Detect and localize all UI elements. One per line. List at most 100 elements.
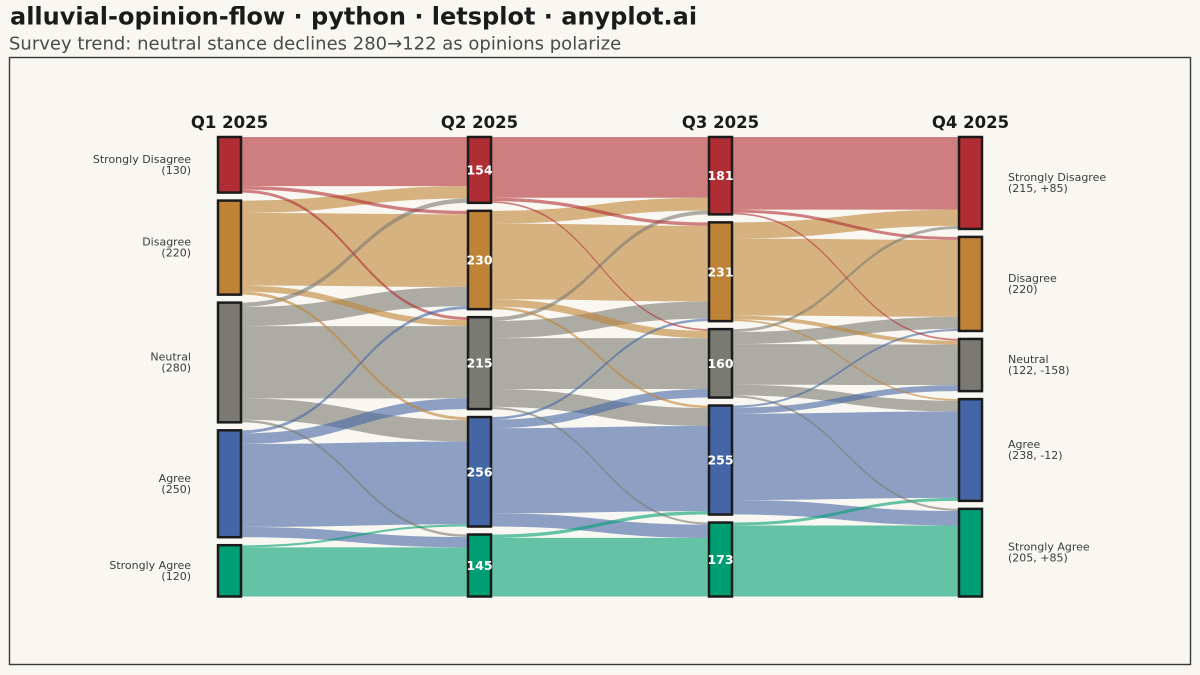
flow-q1-2025-strongly-disagree-to-q2-2025-disagree — [240, 186, 469, 215]
value-label-q2-2025-strongly-disagree: 154 — [466, 162, 492, 177]
flow-q2-2025-strongly-disagree-to-q3-2025-neutral — [490, 201, 710, 331]
label-q4-2025-strongly-disagree-name: Strongly Disagree — [1008, 171, 1106, 184]
flow-q2-2025-agree-to-q3-2025-disagree — [490, 318, 710, 420]
node-q4-2025-strongly-disagree — [957, 135, 984, 231]
flow-q2-2025-disagree-to-q3-2025-agree — [490, 306, 710, 409]
label-q4-2025-strongly-agree-name: Strongly Agree — [1008, 541, 1090, 554]
value-label-q3-2025-strongly-disagree: 181 — [707, 168, 733, 183]
flow-q3-2025-agree-to-q4-2025-agree — [731, 411, 960, 501]
flow-q2-2025-agree-to-q3-2025-neutral — [490, 388, 710, 429]
node-labels: Strongly Disagree(130)Disagree(220)Neutr… — [93, 153, 1106, 583]
flow-q2-2025-neutral-to-q3-2025-neutral — [490, 338, 710, 389]
flow-q3-2025-strongly-agree-to-q4-2025-agree — [731, 497, 960, 526]
label-q1-2025-neutral-count: (280) — [161, 361, 191, 374]
value-label-q2-2025-disagree: 230 — [466, 252, 492, 267]
flow-q2-2025-strongly-disagree-to-q3-2025-disagree — [490, 197, 710, 226]
flow-q1-2025-disagree-to-q2-2025-disagree — [240, 212, 469, 287]
label-q1-2025-disagree-name: Disagree — [142, 236, 191, 249]
label-q4-2025-disagree-name: Disagree — [1008, 272, 1057, 285]
node-q1-2025-agree — [216, 429, 243, 539]
node-q3-2025-disagree — [707, 221, 734, 323]
node-q2-2025-agree — [466, 415, 493, 528]
node-q3-2025-neutral — [707, 327, 734, 399]
chart-title: alluvial-opinion-flow · python · letsplo… — [10, 3, 697, 31]
flow-q2-2025-strongly-agree-to-q3-2025-strongly-agree — [490, 537, 710, 597]
value-label-q3-2025-agree: 255 — [707, 453, 733, 468]
flow-q1-2025-strongly-agree-to-q2-2025-agree — [240, 524, 469, 548]
label-q1-2025-agree-name: Agree — [159, 472, 192, 485]
label-q4-2025-strongly-disagree-count: (215, +85) — [1008, 182, 1068, 195]
flow-ribbons — [240, 137, 960, 597]
label-q1-2025-strongly-agree-count: (120) — [161, 570, 191, 583]
node-q1-2025-strongly-disagree — [216, 135, 243, 194]
value-label-q2-2025-neutral: 215 — [466, 356, 492, 371]
stage-header-q3-2025: Q3 2025 — [682, 113, 759, 132]
node-q1-2025-neutral — [216, 301, 243, 424]
stage-headers: Q1 2025 Q2 2025 Q3 2025 Q4 2025 — [191, 113, 1009, 132]
flow-q3-2025-strongly-agree-to-q4-2025-strongly-agree — [731, 525, 960, 597]
label-q4-2025-neutral-name: Neutral — [1008, 353, 1049, 366]
node-q4-2025-agree — [957, 397, 984, 503]
flow-q2-2025-strongly-agree-to-q3-2025-agree — [490, 511, 710, 538]
flow-q2-2025-strongly-disagree-to-q3-2025-strongly-disagree — [490, 137, 710, 198]
flow-q1-2025-strongly-disagree-to-q2-2025-strongly-disagree — [240, 137, 469, 187]
flow-q1-2025-neutral-to-q2-2025-strongly-disagree — [240, 198, 469, 307]
node-q2-2025-strongly-agree — [466, 533, 493, 598]
node-q1-2025-strongly-agree — [216, 543, 243, 598]
flow-q1-2025-agree-to-q2-2025-strongly-agree — [240, 526, 469, 548]
flow-q1-2025-disagree-to-q2-2025-neutral — [240, 285, 469, 327]
flow-q3-2025-disagree-to-q4-2025-agree — [731, 319, 960, 401]
label-q1-2025-strongly-disagree-name: Strongly Disagree — [93, 153, 191, 166]
flow-q3-2025-strongly-disagree-to-q4-2025-strongly-disagree — [731, 137, 960, 210]
stage-header-q2-2025: Q2 2025 — [441, 113, 518, 132]
label-q4-2025-agree-count: (238, -12) — [1008, 449, 1063, 462]
flow-q1-2025-neutral-to-q2-2025-neutral — [240, 326, 469, 399]
label-q4-2025-disagree-count: (220) — [1008, 283, 1038, 296]
flow-q2-2025-neutral-to-q3-2025-strongly-agree — [490, 406, 710, 525]
flow-q1-2025-agree-to-q2-2025-agree — [240, 441, 469, 527]
flow-q2-2025-disagree-to-q3-2025-disagree — [490, 223, 710, 302]
flow-q1-2025-strongly-disagree-to-q2-2025-neutral — [240, 189, 469, 321]
flow-q3-2025-neutral-to-q4-2025-strongly-agree — [731, 395, 960, 511]
node-q4-2025-disagree — [957, 235, 984, 333]
node-q2-2025-neutral — [466, 315, 493, 411]
flow-q3-2025-agree-to-q4-2025-disagree — [731, 328, 960, 408]
plot-panel — [8, 56, 1192, 666]
flow-q3-2025-strongly-disagree-to-q4-2025-disagree — [731, 209, 960, 240]
flow-q1-2025-neutral-to-q2-2025-strongly-agree — [240, 419, 469, 538]
flow-q1-2025-agree-to-q2-2025-disagree — [240, 306, 469, 434]
node-q2-2025-disagree — [466, 209, 493, 311]
value-label-q2-2025-strongly-agree: 145 — [466, 558, 492, 573]
chart-subtitle: Survey trend: neutral stance declines 28… — [9, 34, 621, 55]
flow-q1-2025-strongly-agree-to-q2-2025-strongly-agree — [240, 547, 469, 597]
label-q1-2025-neutral-name: Neutral — [150, 350, 191, 363]
stage-nodes — [216, 135, 984, 598]
value-label-q3-2025-strongly-agree: 173 — [707, 552, 733, 567]
node-q4-2025-strongly-agree — [957, 507, 984, 598]
label-q1-2025-disagree-count: (220) — [161, 247, 191, 260]
value-label-q3-2025-disagree: 231 — [707, 264, 733, 279]
value-label-q2-2025-agree: 256 — [466, 464, 492, 479]
stage-header-q4-2025: Q4 2025 — [932, 113, 1009, 132]
flow-q2-2025-agree-to-q3-2025-agree — [490, 426, 710, 514]
node-q4-2025-neutral — [957, 337, 984, 393]
node-q3-2025-strongly-disagree — [707, 135, 734, 216]
label-q1-2025-agree-count: (250) — [161, 483, 191, 496]
flow-q1-2025-disagree-to-q2-2025-agree — [240, 291, 469, 421]
value-label-q3-2025-neutral: 160 — [707, 356, 733, 371]
flow-q3-2025-neutral-to-q4-2025-neutral — [731, 344, 960, 386]
label-q1-2025-strongly-agree-name: Strongly Agree — [109, 559, 191, 572]
stage-header-q1-2025: Q1 2025 — [191, 113, 268, 132]
node-q3-2025-strongly-agree — [707, 521, 734, 598]
label-q4-2025-strongly-agree-count: (205, +85) — [1008, 552, 1068, 565]
flow-q3-2025-strongly-disagree-to-q4-2025-neutral — [731, 212, 960, 341]
flow-q3-2025-disagree-to-q4-2025-neutral — [731, 315, 960, 345]
flow-q3-2025-neutral-to-q4-2025-strongly-disagree — [731, 225, 960, 333]
label-q4-2025-agree-name: Agree — [1008, 438, 1041, 451]
node-q3-2025-agree — [707, 404, 734, 516]
node-q2-2025-strongly-disagree — [466, 135, 493, 205]
node-q1-2025-disagree — [216, 199, 243, 296]
label-q4-2025-neutral-count: (122, -158) — [1008, 364, 1070, 377]
label-q1-2025-strongly-disagree-count: (130) — [161, 164, 191, 177]
